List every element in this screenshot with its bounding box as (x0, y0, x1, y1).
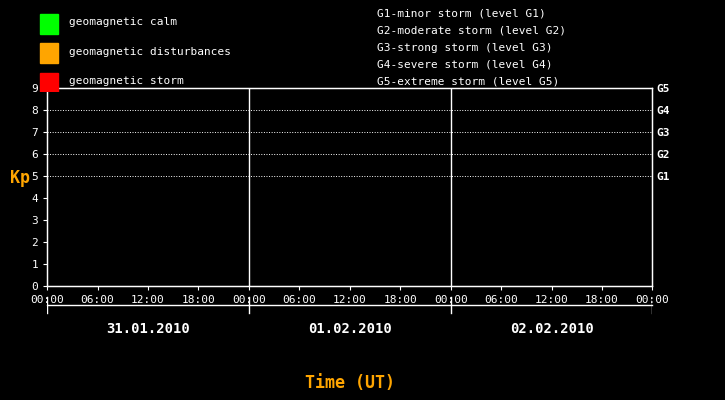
Y-axis label: Kp: Kp (10, 169, 30, 187)
Text: geomagnetic disturbances: geomagnetic disturbances (69, 46, 231, 56)
Text: G4-severe storm (level G4): G4-severe storm (level G4) (377, 60, 552, 70)
Text: 01.02.2010: 01.02.2010 (308, 322, 392, 336)
Bar (40, 73, 58, 93)
Text: geomagnetic storm: geomagnetic storm (69, 76, 183, 86)
Text: G2-moderate storm (level G2): G2-moderate storm (level G2) (377, 26, 566, 36)
Bar (40, 43, 58, 64)
Bar (40, 14, 58, 34)
Text: Time (UT): Time (UT) (304, 374, 395, 392)
Text: G1-minor storm (level G1): G1-minor storm (level G1) (377, 9, 546, 19)
Text: G3-strong storm (level G3): G3-strong storm (level G3) (377, 43, 552, 53)
Text: geomagnetic calm: geomagnetic calm (69, 17, 177, 27)
Text: 02.02.2010: 02.02.2010 (510, 322, 594, 336)
Text: G5-extreme storm (level G5): G5-extreme storm (level G5) (377, 77, 559, 87)
Text: 31.01.2010: 31.01.2010 (106, 322, 190, 336)
